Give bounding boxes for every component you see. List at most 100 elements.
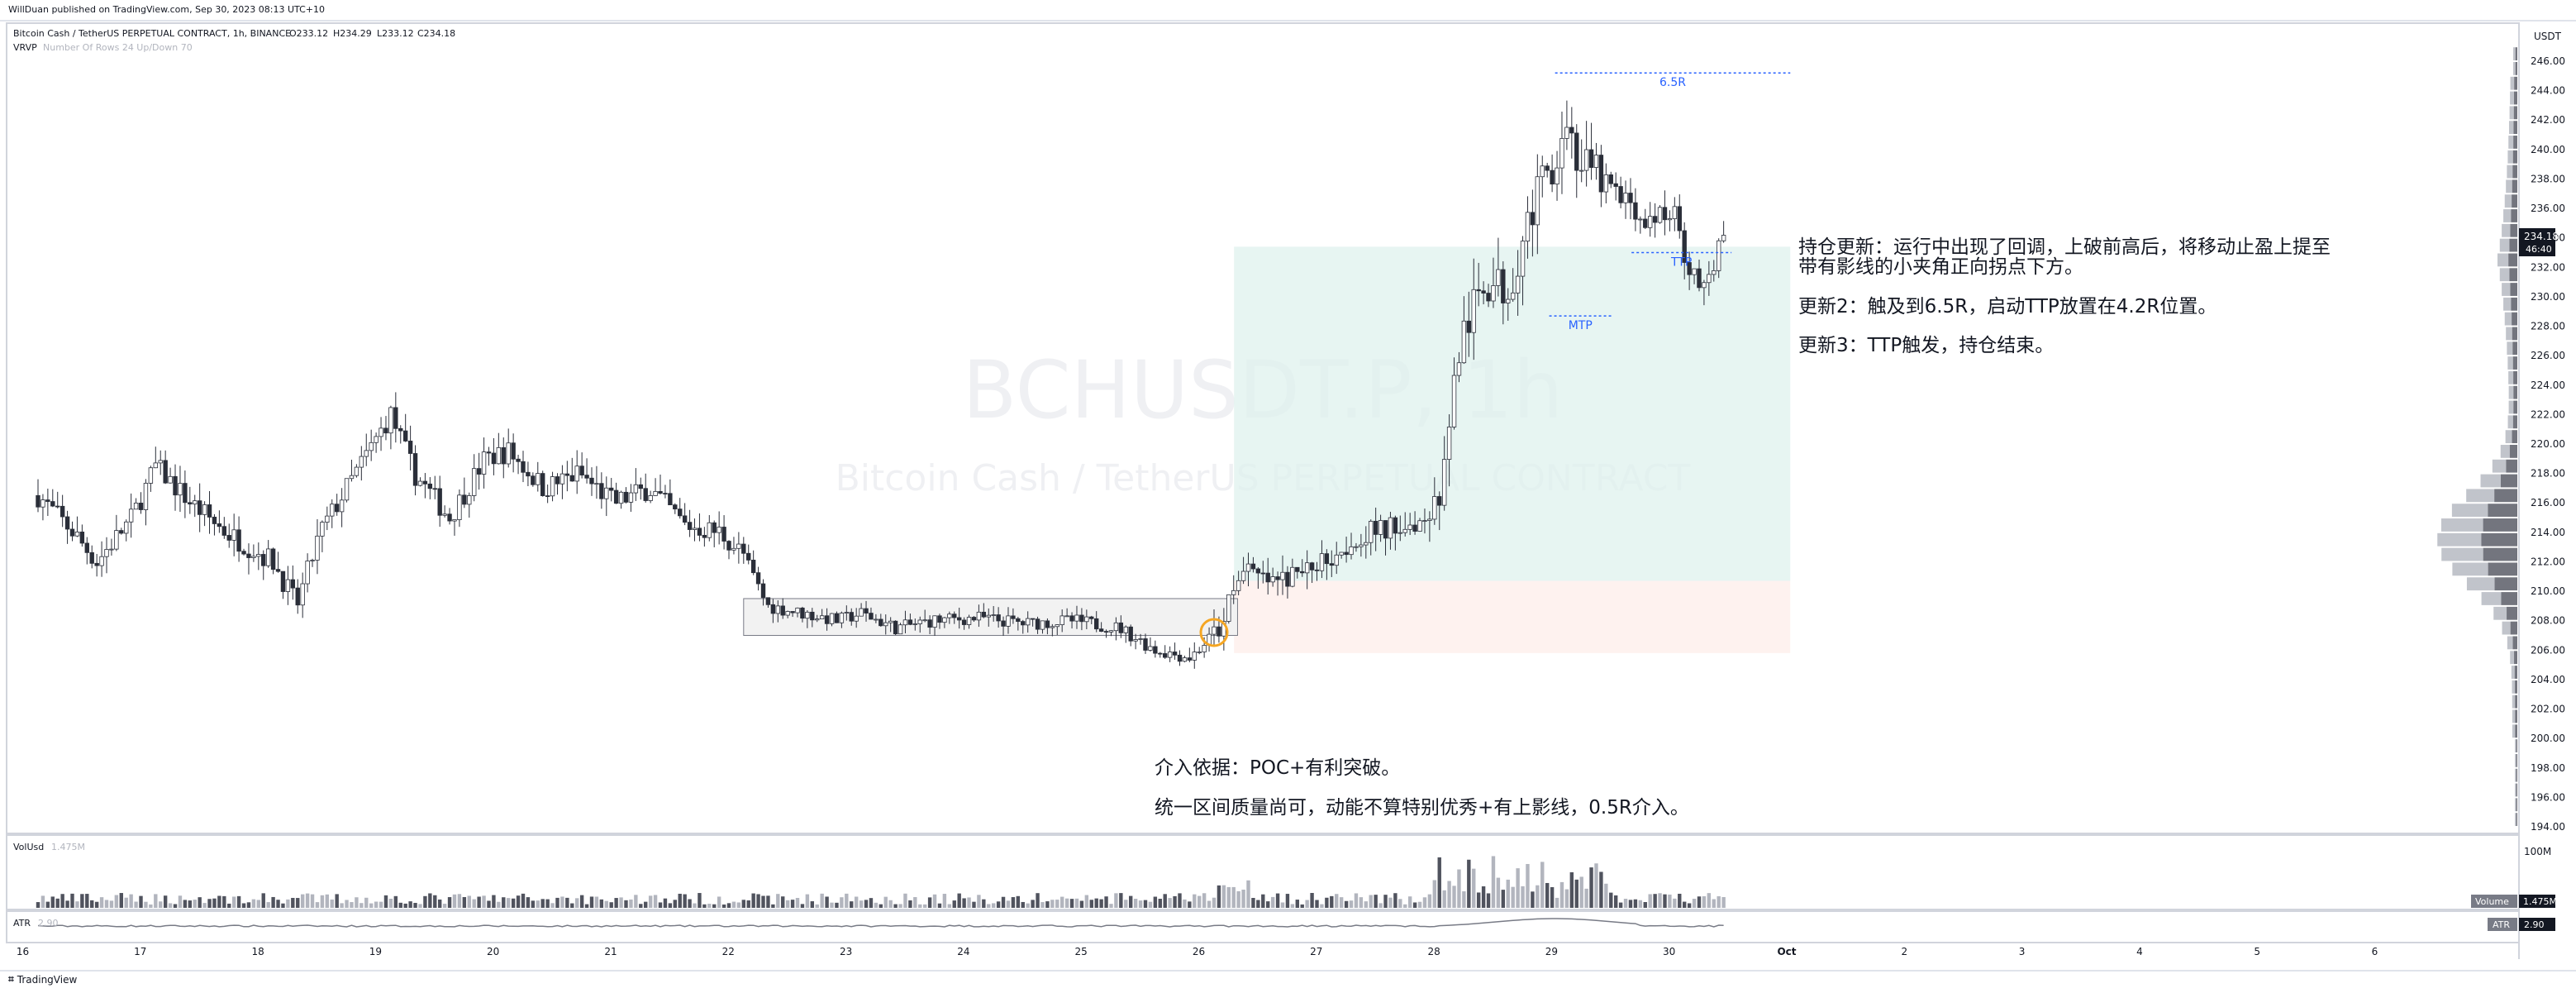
profit-zone[interactable] [1234,246,1791,581]
candle-up[interactable] [300,583,305,606]
candle-up[interactable] [1564,127,1569,139]
candle-down[interactable] [60,505,65,518]
candle-down[interactable] [491,452,497,465]
candle-up[interactable] [1055,624,1059,628]
candle-down[interactable] [1177,654,1183,662]
candle-up[interactable] [574,465,579,482]
candle-down[interactable] [1682,230,1687,263]
candle-up[interactable] [854,615,859,622]
candle-down[interactable] [1089,616,1094,619]
candle-down[interactable] [790,611,795,613]
candle-up[interactable] [692,528,698,530]
candle-down[interactable] [1153,646,1158,654]
candle-down[interactable] [1481,290,1486,294]
candle-down[interactable] [613,489,619,504]
candle-up[interactable] [1319,553,1325,571]
candle-down[interactable] [961,619,967,625]
candle-down[interactable] [609,487,614,491]
candle-up[interactable] [731,547,736,551]
candle-up[interactable] [148,467,154,484]
candle-down[interactable] [879,618,883,627]
candle-up[interactable] [496,446,502,465]
candle-up[interactable] [1657,207,1663,223]
candle-down[interactable] [1633,202,1638,220]
candle-down[interactable] [721,527,726,542]
candle-up[interactable] [1270,576,1275,583]
candle-up[interactable] [1461,320,1467,364]
candle-up[interactable] [922,619,927,622]
candle-down[interactable] [1163,653,1168,658]
candle-up[interactable] [775,605,781,614]
candle-down[interactable] [673,504,678,510]
candle-down[interactable] [1260,572,1265,575]
candle-up[interactable] [1369,521,1374,543]
candle-up[interactable] [256,554,261,557]
candle-down[interactable] [226,535,231,541]
candle-up[interactable] [902,619,908,626]
candle-up[interactable] [628,492,634,503]
candle-up[interactable] [1510,292,1516,300]
candle-down[interactable] [981,611,987,618]
candle-down[interactable] [956,617,962,621]
candle-down[interactable] [1344,551,1349,556]
candle-down[interactable] [1187,657,1193,661]
candle-down[interactable] [564,473,570,476]
candle-down[interactable] [1011,615,1016,619]
candle-up[interactable] [1388,517,1393,539]
candle-down[interactable] [927,619,932,628]
candle-down[interactable] [687,522,693,530]
candle-down[interactable] [697,528,702,536]
candle-up[interactable] [1583,149,1589,171]
candle-up[interactable] [1202,645,1207,652]
candle-down[interactable] [1143,638,1148,651]
candle-down[interactable] [952,613,957,618]
indicator-name[interactable]: VRVP [13,42,37,53]
candle-up[interactable] [1064,615,1069,618]
candle-up[interactable] [1520,241,1526,277]
candle-up[interactable] [1182,657,1188,662]
candle-down[interactable] [402,430,408,442]
candle-down[interactable] [407,441,413,454]
candle-down[interactable] [971,617,977,621]
tradingview-logo[interactable]: ⌗ TradingView [8,973,77,986]
candle-down[interactable] [1094,618,1099,630]
candle-down[interactable] [50,501,55,507]
candle-down[interactable] [1574,132,1579,171]
candle-down[interactable] [1098,628,1104,633]
candle-down[interactable] [89,551,94,564]
candle-down[interactable] [1295,566,1300,572]
candle-up[interactable] [1226,594,1231,622]
candle-down[interactable] [217,523,222,528]
candle-up[interactable] [633,484,639,494]
candle-down[interactable] [163,460,168,484]
candle-up[interactable] [815,618,820,621]
candle-up[interactable] [736,543,741,549]
candle-up[interactable] [1025,618,1031,626]
candle-down[interactable] [755,572,761,585]
candle-down[interactable] [937,615,942,623]
candle-down[interactable] [1437,496,1442,506]
candle-down[interactable] [712,522,717,533]
candle-down[interactable] [94,562,99,566]
candle-down[interactable] [270,548,276,570]
candle-down[interactable] [741,543,746,554]
candle-up[interactable] [1667,218,1673,221]
candle-up[interactable] [481,451,487,475]
candle-down[interactable] [486,451,492,454]
candle-up[interactable] [618,491,624,504]
candle-up[interactable] [1167,652,1173,658]
candle-up[interactable] [1334,554,1339,566]
candle-down[interactable] [1118,622,1124,633]
candle-up[interactable] [1441,459,1447,506]
candle-up[interactable] [1638,218,1643,221]
candle-up[interactable] [40,499,45,508]
candle-up[interactable] [912,623,918,625]
candle-up[interactable] [168,475,173,484]
candle-up[interactable] [874,618,879,621]
candle-down[interactable] [501,446,506,465]
candle-down[interactable] [516,458,521,462]
candle-up[interactable] [452,519,457,522]
candle-up[interactable] [976,611,982,621]
candle-down[interactable] [746,552,751,561]
